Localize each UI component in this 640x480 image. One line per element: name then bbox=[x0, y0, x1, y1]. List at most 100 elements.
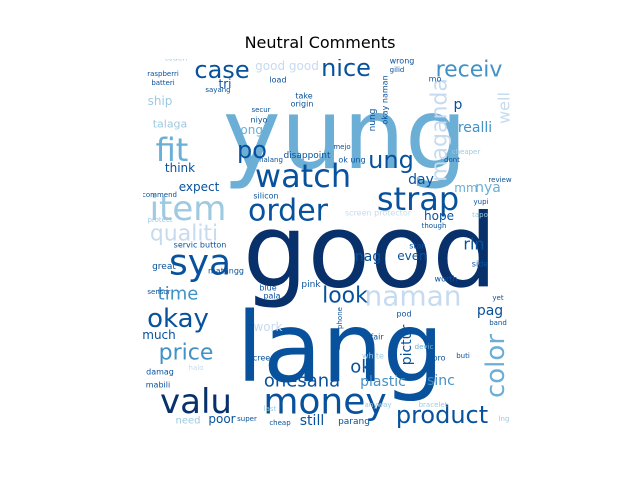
word-sensor: sensor bbox=[147, 288, 170, 296]
word-well: well bbox=[495, 92, 514, 124]
word-time: time bbox=[158, 284, 199, 305]
word-pink: pink bbox=[301, 280, 321, 290]
word-think: think bbox=[165, 161, 195, 175]
word-bracelet: bracelet bbox=[419, 401, 448, 409]
word-nya: nya bbox=[475, 180, 501, 196]
word-item: item bbox=[150, 189, 227, 229]
word-nice: nice bbox=[321, 59, 371, 82]
word-nalang: nalang bbox=[259, 156, 283, 164]
word-day: day bbox=[408, 172, 434, 188]
word-okay: okay bbox=[147, 304, 209, 334]
word-servic-button: servic button bbox=[174, 241, 227, 250]
word-blue: blue bbox=[259, 284, 276, 293]
word-lang: lang bbox=[236, 292, 443, 404]
word-pro: pro bbox=[432, 354, 445, 363]
word-p: p bbox=[454, 97, 463, 113]
word-maganda: maganda bbox=[428, 78, 453, 182]
word-naman: naman bbox=[364, 280, 461, 313]
word-good: good bbox=[243, 193, 497, 312]
word-white: white bbox=[362, 352, 384, 361]
word-pictur: pictur bbox=[399, 324, 415, 365]
word-work: work bbox=[253, 320, 282, 334]
word-sinc: sinc bbox=[427, 373, 455, 389]
word-ship: ship bbox=[148, 94, 173, 108]
word-hope: hope bbox=[424, 209, 454, 223]
word-qualiti: qualiti bbox=[150, 222, 218, 247]
word-though: though bbox=[422, 222, 447, 230]
word-receiv: receiv bbox=[436, 59, 503, 83]
word-poor: poor bbox=[208, 412, 235, 426]
word-plastic: plastic bbox=[360, 374, 406, 390]
word-nag: nag bbox=[355, 249, 381, 265]
word-halo: halo bbox=[189, 364, 204, 372]
word-pag: pag bbox=[477, 303, 503, 319]
word-much: much bbox=[143, 328, 176, 342]
word-color: color bbox=[481, 334, 511, 398]
word-mejo: mejo bbox=[333, 143, 350, 151]
word-parang: parang bbox=[338, 417, 370, 427]
chart-title: Neutral Comments bbox=[244, 33, 396, 52]
word-order: order bbox=[248, 194, 329, 229]
word-cheap: cheap bbox=[269, 419, 291, 427]
word-super: super bbox=[237, 415, 257, 423]
word-worth: worth bbox=[435, 275, 458, 284]
word-lng: lng bbox=[499, 415, 510, 423]
word-fair: fair bbox=[370, 333, 384, 342]
word-look: look bbox=[322, 284, 368, 309]
word-mo: mo bbox=[429, 75, 442, 84]
word-tri: tri bbox=[219, 77, 232, 91]
word-load: load bbox=[269, 76, 286, 85]
word-talaga: talaga bbox=[153, 118, 188, 131]
word-okay-naman: okay naman bbox=[381, 75, 390, 124]
word-phone: phone bbox=[336, 307, 344, 329]
word-raspberri: raspberri bbox=[147, 70, 179, 78]
word-recommend: recommend bbox=[143, 191, 177, 199]
word-case: case bbox=[194, 59, 249, 84]
word-product: product bbox=[396, 401, 488, 429]
word-touch: touch bbox=[165, 59, 188, 63]
word-band: band bbox=[489, 319, 507, 327]
word-nung: nung bbox=[368, 109, 378, 132]
word-cheaper: cheaper bbox=[452, 148, 481, 156]
word-tapo: tapo bbox=[472, 211, 488, 219]
word-silicon: silicon bbox=[253, 192, 278, 201]
word-gilid: gilid bbox=[390, 66, 405, 74]
word-origin: origin bbox=[291, 100, 314, 109]
word-yupi: yupi bbox=[474, 198, 489, 206]
word-protect: protect bbox=[147, 216, 172, 224]
word-take: take bbox=[295, 92, 312, 101]
word-ok-ung: ok ung bbox=[338, 156, 365, 165]
word-yet: yet bbox=[492, 294, 503, 302]
word-disappoint: disappoint bbox=[283, 151, 331, 161]
word-u: u bbox=[335, 343, 340, 352]
word-star: star bbox=[409, 242, 425, 251]
word-niyo: niyo bbox=[251, 116, 268, 125]
word-money: money bbox=[263, 382, 386, 423]
word-need: need bbox=[176, 416, 201, 427]
word-sayang: sayang bbox=[205, 86, 230, 94]
word-review: review bbox=[488, 176, 511, 184]
word-damag: damag bbox=[146, 368, 174, 377]
word-strap: strap bbox=[377, 180, 459, 218]
word-screen-protector: screen protector bbox=[345, 209, 412, 218]
word-good-good: good good bbox=[255, 59, 319, 73]
word-onesana: onesana bbox=[264, 371, 340, 392]
word-wrong: wrong bbox=[390, 59, 415, 66]
word-long: long bbox=[237, 123, 263, 137]
word-realli: realli bbox=[458, 120, 492, 136]
word-still: still bbox=[300, 413, 324, 429]
word-sya: sya bbox=[169, 243, 231, 284]
word-secur: secur bbox=[251, 106, 270, 114]
word-yung: yung bbox=[223, 78, 467, 192]
word-even: even bbox=[397, 249, 426, 263]
word-pala: pala bbox=[263, 292, 280, 301]
word-anyway: anyway bbox=[364, 401, 391, 409]
word-rin: rin bbox=[463, 235, 484, 254]
word-price: price bbox=[159, 341, 214, 366]
word-pod: pod bbox=[396, 310, 411, 319]
word-valu: valu bbox=[160, 382, 232, 422]
word-watch: watch bbox=[255, 157, 351, 195]
word-expect: expect bbox=[179, 180, 220, 194]
word-ok: ok bbox=[350, 357, 372, 378]
